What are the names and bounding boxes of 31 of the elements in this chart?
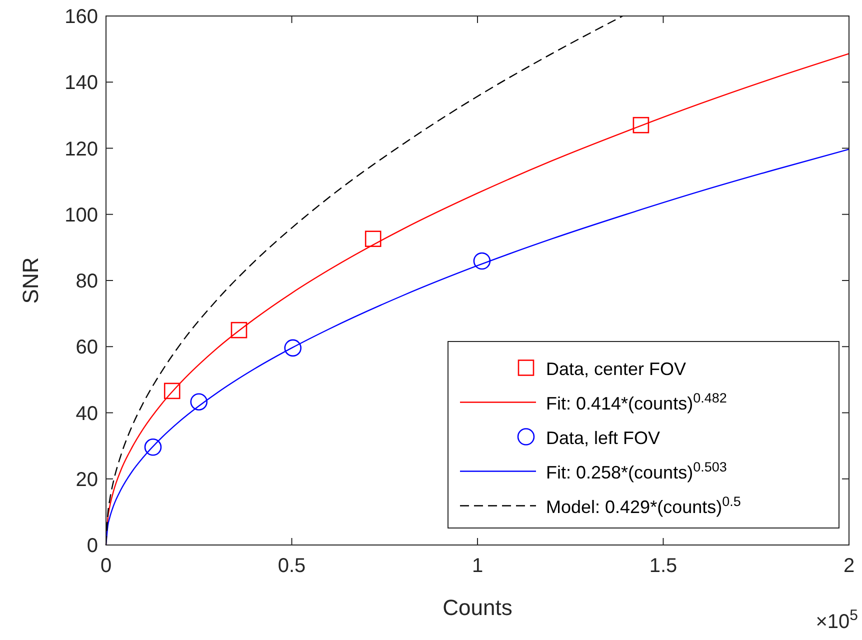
legend-label: Fit: 0.258*(counts)$^{0.503}$	[546, 458, 727, 482]
y-tick-label: 160	[64, 6, 98, 28]
legend-label: Data, center FOV	[546, 358, 686, 379]
x-tick-label: 1	[472, 555, 484, 577]
x-tick-label: 2	[843, 555, 855, 577]
legend-label: Data, left FOV	[546, 428, 660, 448]
legend-label: Fit: 0.414*(counts)$^{0.482}$	[546, 390, 727, 414]
y-tick-label: 80	[76, 270, 98, 292]
point	[230, 322, 248, 338]
x-tick-label: 0.5	[278, 555, 306, 577]
y-tick-label: 140	[64, 72, 98, 94]
point	[190, 393, 208, 410]
point	[144, 438, 162, 456]
line-series	[105, 148, 850, 546]
x-tick-label: 0	[100, 555, 112, 577]
point	[632, 116, 650, 134]
legend-label: Model: 0.429*(counts)$^{0.5}$	[546, 493, 741, 517]
point	[164, 382, 180, 400]
y-axis-title: SNR	[18, 257, 43, 304]
x-axis-title: Counts	[442, 595, 512, 620]
y-tick-label: 120	[64, 138, 98, 160]
point	[473, 252, 491, 270]
point	[364, 230, 382, 247]
text: ×10$^{5}$	[816, 606, 858, 633]
y-tick-label: 60	[76, 336, 98, 359]
y-tick-label: 100	[64, 204, 98, 226]
y-tick-label: 20	[76, 468, 98, 491]
y-tick-label: 40	[76, 402, 98, 425]
point	[284, 339, 302, 357]
x-tick-label: 1.5	[649, 555, 678, 577]
y-tick-label: 0	[86, 535, 98, 557]
